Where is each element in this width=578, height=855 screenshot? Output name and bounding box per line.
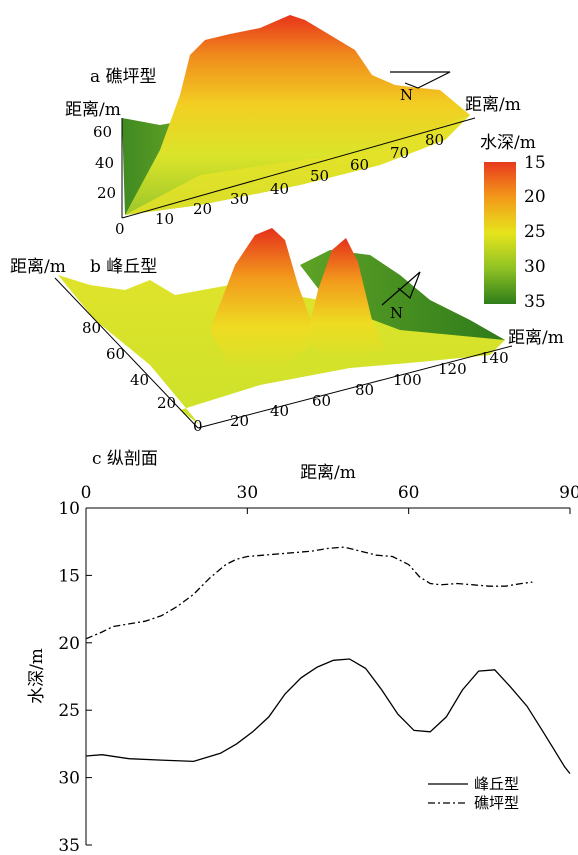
panel-a-x-tick: 80 bbox=[425, 131, 444, 149]
panel-a-y-tick: 20 bbox=[97, 184, 116, 202]
svg-text:N: N bbox=[390, 304, 403, 322]
panel-b-y-tick: 20 bbox=[157, 394, 176, 412]
legend-label: 礁坪型 bbox=[474, 794, 519, 812]
panel-a-y-tick: 0 bbox=[115, 220, 125, 238]
panel-b-label: b 峰丘型 bbox=[90, 257, 157, 277]
panel-b-y-tick: 0 bbox=[193, 417, 203, 435]
chart-legend: 峰丘型 礁坪型 bbox=[428, 775, 519, 812]
colorbar-tick: 30 bbox=[524, 257, 546, 277]
colorbar-tick: 35 bbox=[524, 292, 546, 312]
panel-b-north-arrow-icon: N bbox=[381, 271, 421, 322]
x-tick-label: 60 bbox=[398, 483, 420, 503]
panel-a-y-tick: 40 bbox=[95, 154, 114, 172]
y-tick-label: 25 bbox=[58, 701, 80, 721]
y-tick-label: 15 bbox=[58, 566, 80, 586]
panel-b-y-axis bbox=[54, 277, 199, 429]
colorbar-ramp bbox=[484, 162, 516, 304]
panel-b-y-tick: 60 bbox=[106, 345, 125, 363]
chart-ticks: 0 30 60 90 10 15 20 25 30 35 bbox=[58, 483, 578, 855]
x-tick-label: 0 bbox=[81, 483, 92, 503]
panel-a-x-axis bbox=[121, 117, 476, 219]
panel-b-peak-2 bbox=[305, 238, 385, 360]
panel-a-x-axis-label: 距离/m bbox=[465, 95, 521, 115]
chart-x-axis-label: 距离/m bbox=[300, 463, 356, 483]
colorbar-tick: 20 bbox=[524, 187, 546, 207]
series-line-dashdot bbox=[85, 546, 533, 640]
panel-b-x-tick: 140 bbox=[480, 349, 509, 367]
panel-b-y-axis-label: 距离/m bbox=[10, 257, 66, 277]
panel-a-y-axis-label: 距离/m bbox=[65, 100, 121, 120]
panel-b-x-tick: 60 bbox=[312, 392, 331, 410]
panel-a-x-tick: 20 bbox=[193, 200, 212, 218]
panel-b-x-tick: 80 bbox=[355, 381, 374, 399]
panel-a-x-tick: 70 bbox=[390, 144, 409, 162]
colorbar-tick: 25 bbox=[524, 222, 546, 242]
panel-a: a 礁坪型 距离/m 距离/m 0 20 40 60 10 20 30 40 5… bbox=[65, 15, 521, 238]
colorbar: 水深/m 15 20 25 30 35 bbox=[480, 133, 546, 312]
panel-b-x-tick: 100 bbox=[393, 371, 422, 389]
panel-a-surface-front bbox=[125, 115, 470, 215]
panel-a-surface bbox=[125, 15, 470, 215]
panel-b-x-axis bbox=[197, 345, 513, 429]
panel-a-y-tick: 60 bbox=[93, 123, 112, 141]
legend-label: 峰丘型 bbox=[474, 775, 519, 793]
panel-a-x-tick: 40 bbox=[270, 180, 289, 198]
svg-text:N: N bbox=[400, 86, 413, 104]
panel-a-x-tick: 50 bbox=[310, 167, 329, 185]
panel-b: b 峰丘型 距离/m 距离/m 0 20 40 60 80 20 40 60 8… bbox=[10, 228, 564, 435]
chart-y-axis-label: 水深/m bbox=[27, 648, 47, 704]
y-tick-label: 20 bbox=[58, 634, 80, 654]
y-tick-label: 30 bbox=[58, 769, 80, 789]
x-tick-label: 90 bbox=[559, 483, 578, 503]
y-tick-label: 35 bbox=[58, 836, 80, 855]
panel-c-label: c 纵剖面 bbox=[92, 449, 158, 469]
colorbar-title: 水深/m bbox=[480, 133, 536, 153]
series-line-solid bbox=[85, 658, 571, 775]
panel-a-x-tick: 30 bbox=[230, 190, 249, 208]
panel-b-peak-1 bbox=[210, 228, 318, 370]
panel-a-north-arrow-icon: N bbox=[390, 71, 451, 104]
panel-a-x-tick: 10 bbox=[155, 210, 174, 228]
panel-a-x-tick: 60 bbox=[350, 156, 369, 174]
panel-a-label: a 礁坪型 bbox=[90, 67, 157, 87]
chart-series bbox=[85, 546, 571, 775]
colorbar-tick: 15 bbox=[524, 153, 546, 173]
panel-b-x-axis-label: 距离/m bbox=[508, 328, 564, 348]
panel-b-y-tick: 40 bbox=[130, 371, 149, 389]
panel-b-x-tick: 20 bbox=[230, 412, 249, 430]
y-tick-label: 10 bbox=[58, 499, 80, 519]
panel-b-x-tick: 40 bbox=[270, 402, 289, 420]
panel-b-y-tick: 80 bbox=[82, 319, 101, 337]
panel-c: c 纵剖面 距离/m 水深/m 0 30 60 90 10 15 20 25 30 35 峰丘型 … bbox=[27, 449, 578, 855]
x-tick-label: 30 bbox=[237, 483, 259, 503]
panel-b-x-tick: 120 bbox=[438, 360, 467, 378]
